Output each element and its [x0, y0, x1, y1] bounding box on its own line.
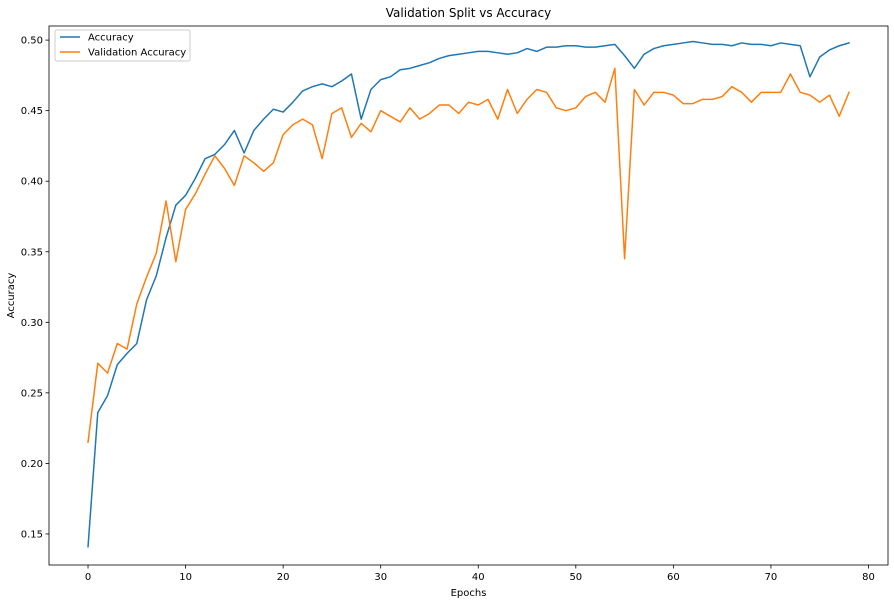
- legend-box: [54, 29, 191, 62]
- x-axis-title: Epochs: [451, 588, 487, 599]
- legend-label-validation-accuracy: Validation Accuracy: [88, 48, 186, 59]
- y-tick-label: 0.50: [21, 36, 43, 47]
- x-tick-label: 80: [862, 572, 875, 583]
- series-lines: [87, 40, 850, 548]
- y-tick-label: 0.25: [21, 388, 43, 399]
- x-axis: 0 10 20 30 40 50 60 70 80: [85, 565, 875, 583]
- x-tick-label: 20: [277, 572, 290, 583]
- y-tick-label: 0.15: [21, 529, 43, 540]
- x-tick-label: 0: [85, 572, 91, 583]
- plot-area: 0 10 20 30 40 50 60 70 80 0.150.200.250.300.350.…: [21, 25, 889, 583]
- x-tick-label: 30: [374, 572, 387, 583]
- y-axis-title: Accuracy: [6, 273, 17, 319]
- legend-label-accuracy: Accuracy: [88, 33, 134, 44]
- y-tick-label: 0.45: [21, 106, 43, 117]
- series-line-validation-accuracy: [87, 67, 850, 444]
- chart-title: Validation Split vs Accuracy: [386, 6, 551, 20]
- legend: Accuracy Validation Accuracy: [54, 29, 191, 62]
- y-tick-label: 0.40: [21, 177, 43, 188]
- x-tick-label: 40: [472, 572, 485, 583]
- x-tick-label: 60: [667, 572, 680, 583]
- y-tick-label: 0.35: [21, 247, 43, 258]
- x-tick-label: 70: [765, 572, 778, 583]
- x-tick-label: 50: [569, 572, 582, 583]
- x-tick-label: 10: [179, 572, 192, 583]
- plot-frame: [48, 25, 889, 566]
- y-axis: 0.15 0.20 0.25 0.30 0.35 0.40 0.45 0.50: [21, 36, 49, 540]
- y-tick-label: 0.30: [21, 318, 43, 329]
- series-line-accuracy: [87, 40, 850, 548]
- y-tick-label: 0.20: [21, 459, 43, 470]
